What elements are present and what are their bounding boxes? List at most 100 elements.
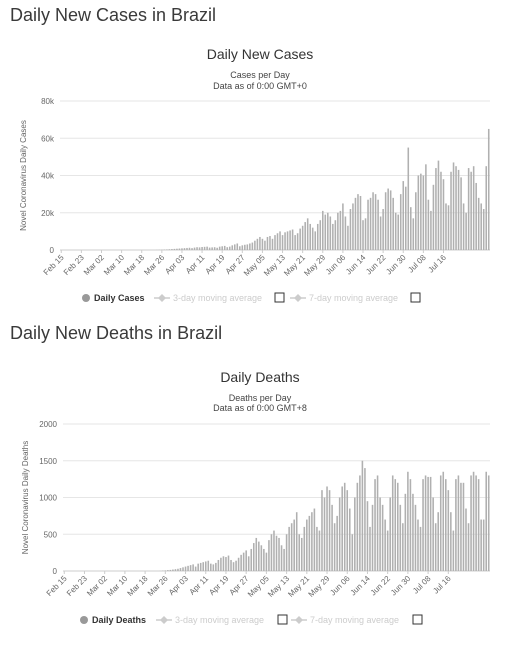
data-bar [473,472,475,571]
data-bar [297,233,299,250]
x-tick-label: Feb 23 [65,574,89,598]
x-tick-label: Jun 30 [384,253,408,277]
legend-item-3day[interactable]: 3-day moving average [154,293,284,303]
data-bar [405,494,407,571]
data-bar [197,564,199,571]
data-bar [301,538,303,571]
data-bar [350,209,352,250]
data-bar [347,226,349,250]
data-bar [427,477,429,571]
data-bar [331,505,333,571]
data-bar [284,232,286,250]
legend-item-3day[interactable]: 3-day moving average [156,615,287,625]
data-bar [475,183,477,250]
data-bar [425,475,427,571]
data-bar [460,483,462,571]
legend-checkbox[interactable] [278,615,287,624]
legend-item-daily[interactable]: Daily Deaths [80,615,146,625]
data-bar [369,527,371,571]
chart-subtitle-line2: Data as of 0:00 GMT+0 [213,81,307,91]
legend-diamond-icon [158,294,166,302]
data-bar [334,523,336,571]
legend-checkbox[interactable] [411,293,420,302]
data-bar [422,479,424,571]
data-bar [372,505,374,571]
data-bar [410,479,412,571]
data-bar [480,203,482,250]
x-tick-label: Mar 26 [146,574,170,598]
chart-legend: Daily Cases 3-day moving average 7-day mov… [82,293,420,303]
data-bar [355,198,357,250]
data-bar [410,207,412,250]
data-bar [243,553,245,571]
x-tick-label: Jun 22 [364,253,388,277]
legend-marker-circle-icon [80,616,88,624]
data-bar [306,520,308,571]
legend-item-daily[interactable]: Daily Cases [82,293,145,303]
data-bar [415,192,417,250]
data-bar [483,209,485,250]
data-bar [196,247,198,250]
data-bar [362,461,364,571]
data-bar [208,561,210,571]
legend-checkbox[interactable] [275,293,284,302]
data-bar [191,248,193,250]
data-bar [384,520,386,571]
data-bar [174,249,176,250]
data-bar [317,224,319,250]
data-bar [468,168,470,250]
legend-label: 3-day moving average [175,615,264,625]
data-bar [397,483,399,571]
data-bar [377,200,379,250]
data-bar [282,235,284,250]
data-bar [287,231,289,250]
data-bar [167,570,169,571]
data-bar [322,211,324,250]
chart-subtitle-line1: Cases per Day [230,70,290,80]
data-bar [402,523,404,571]
data-bar [440,172,442,250]
data-bar [271,534,273,571]
data-bar [442,472,444,571]
data-bar [339,498,341,572]
x-tick-label: Jun 06 [324,253,348,277]
data-bar [430,477,432,571]
data-bar [304,527,306,571]
data-bar [382,505,384,571]
data-bar [237,243,239,250]
x-tick-label: Apr 03 [163,253,186,276]
x-tick-label: Jun 30 [389,574,413,598]
data-bar [165,570,167,571]
y-tick-label: 500 [44,530,58,539]
data-bar [420,174,422,250]
data-bar [327,213,329,250]
data-bar [433,185,435,250]
legend-item-7day[interactable]: 7-day moving average [290,293,420,303]
y-tick-label: 20k [41,209,55,218]
data-bar [267,237,269,250]
data-bar [485,472,487,571]
data-bar [228,556,230,571]
data-bar [214,247,216,250]
data-bar [273,531,275,571]
data-bar [281,545,283,571]
legend-diamond-icon [294,294,302,302]
data-bar [413,218,415,250]
data-bar [405,187,407,250]
data-bar [179,249,181,250]
data-bar [261,545,263,571]
legend-label: 7-day moving average [309,293,398,303]
y-axis-label: Novel Coronavirus Daily Cases [19,120,28,231]
data-bar [177,569,179,571]
x-tick-label: Jul 16 [426,253,448,275]
data-bar [292,230,294,250]
x-tick-label: Jul 08 [406,253,428,275]
legend-item-7day[interactable]: 7-day moving average [291,615,422,625]
data-bar [302,226,304,250]
data-bar [448,205,450,250]
data-bar [357,194,359,250]
legend-label: 3-day moving average [173,293,262,303]
x-tick-label: Mar 02 [85,574,109,598]
legend-checkbox[interactable] [413,615,422,624]
data-bar [229,247,231,250]
